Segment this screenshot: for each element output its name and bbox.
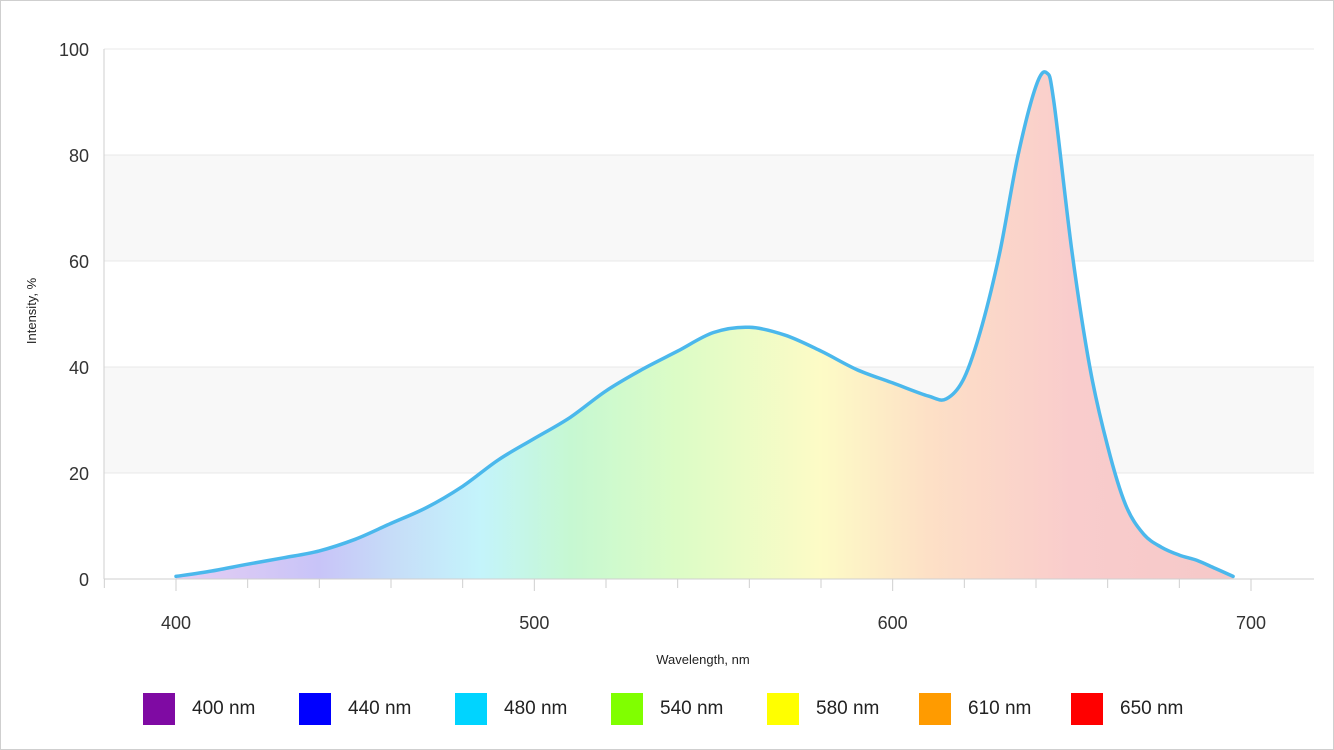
legend-swatch xyxy=(1071,693,1103,725)
legend-item: 650 nm xyxy=(1071,691,1183,727)
x-tick-label: 500 xyxy=(519,613,549,633)
y-tick-label: 80 xyxy=(69,146,89,166)
legend-swatch xyxy=(767,693,799,725)
legend-label: 610 nm xyxy=(968,698,1032,719)
legend-label: 480 nm xyxy=(504,698,568,719)
legend-item: 610 nm xyxy=(919,691,1031,727)
legend-item: 540 nm xyxy=(611,691,723,727)
legend-swatch xyxy=(455,693,487,725)
spectrum-line xyxy=(174,70,1235,579)
legend-item: 580 nm xyxy=(767,691,879,727)
y-tick-label: 20 xyxy=(69,464,89,484)
legend-swatch xyxy=(143,693,175,725)
x-tick-label: 600 xyxy=(878,613,908,633)
x-tick-label: 400 xyxy=(161,613,191,633)
y-tick-label: 40 xyxy=(69,358,89,378)
spectrum-area xyxy=(176,71,1234,580)
legend-item: 440 nm xyxy=(299,691,411,727)
legend-label: 650 nm xyxy=(1120,698,1184,719)
legend-label: 580 nm xyxy=(816,698,880,719)
legend-swatch xyxy=(611,693,643,725)
legend-label: 540 nm xyxy=(660,698,724,719)
y-tick-label: 100 xyxy=(59,40,89,60)
legend: 400 nm 440 nm 480 nm 540 nm 580 nm 610 nm 650 … xyxy=(1,691,1334,731)
legend-swatch xyxy=(919,693,951,725)
x-axis-title: Wavelength, nm xyxy=(656,652,749,667)
x-axis: 400 500 600 700 xyxy=(103,578,1314,633)
spectrum-chart: 400 500 600 700 0 20 40 60 80 100 Wavelength, nm… xyxy=(24,40,1314,667)
x-tick-label: 700 xyxy=(1236,613,1266,633)
y-tick-label: 60 xyxy=(69,252,89,272)
legend-label: 400 nm xyxy=(192,698,256,719)
legend-swatch xyxy=(299,693,331,725)
y-axis-title: Intensity, % xyxy=(24,277,39,344)
grid-band xyxy=(104,155,1314,261)
y-tick-label: 0 xyxy=(79,570,89,590)
y-axis: 0 20 40 60 80 100 xyxy=(59,40,105,590)
legend-item: 480 nm xyxy=(455,691,567,727)
legend-label: 440 nm xyxy=(348,698,412,719)
legend-item: 400 nm xyxy=(143,691,255,727)
